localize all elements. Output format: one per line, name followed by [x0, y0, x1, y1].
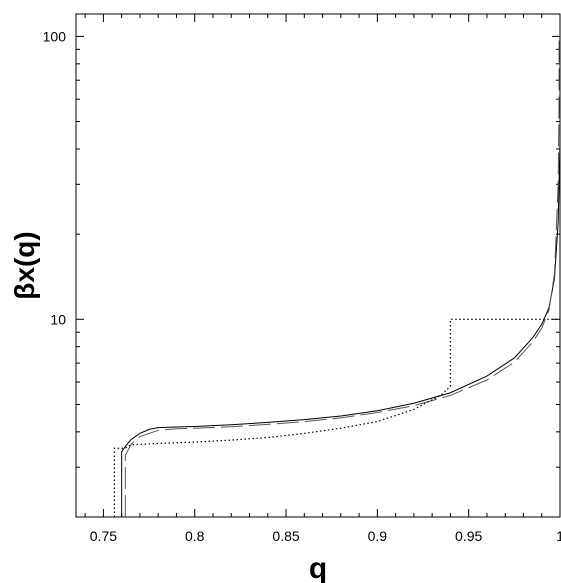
x-tick-label: 0.75 — [90, 528, 117, 544]
y-tick-label: 100 — [43, 28, 67, 44]
series-layer — [113, 36, 561, 517]
x-tick-label: 0.8 — [185, 528, 205, 544]
series-dashed-line — [124, 36, 560, 517]
x-axis-label: q — [309, 552, 327, 583]
ticks — [76, 14, 561, 518]
tick-labels: 0.75 0.8 0.85 0.9 0.95 1 10 100 — [43, 28, 561, 544]
x-tick-label: 0.85 — [272, 528, 299, 544]
series-solid-line — [121, 142, 561, 517]
x-tick-label: 0.95 — [455, 528, 482, 544]
y-tick-label: 10 — [50, 311, 66, 327]
x-tick-label: 0.9 — [368, 528, 388, 544]
x-tick-label: 1 — [556, 528, 561, 544]
y-axis-label: βx(q) — [9, 231, 40, 299]
plot-frame — [75, 13, 561, 518]
